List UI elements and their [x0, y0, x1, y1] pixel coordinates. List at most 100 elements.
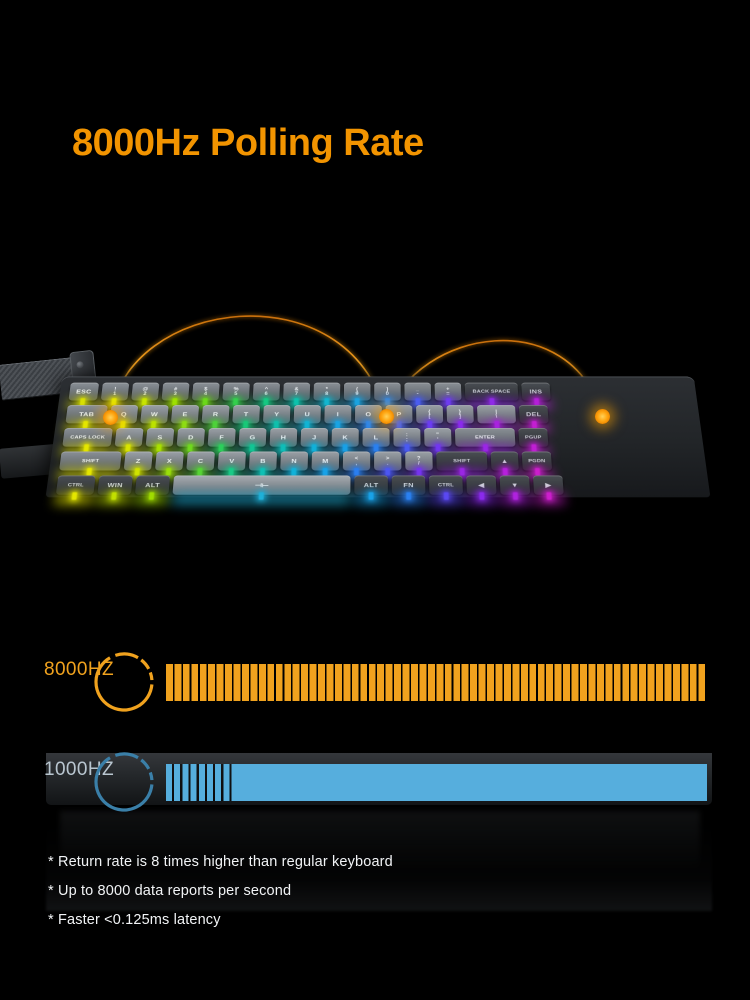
key-3[interactable]: #3: [160, 382, 190, 411]
key-underglow: [533, 492, 565, 506]
key-v[interactable]: V: [216, 451, 247, 482]
key-key[interactable]: <,: [342, 451, 371, 482]
key-esc[interactable]: ESC: [67, 382, 100, 411]
key-underglow: [133, 492, 169, 506]
key-i[interactable]: I: [324, 405, 352, 434]
key-tab[interactable]: TAB: [63, 405, 108, 434]
key-key[interactable]: | \: [476, 405, 517, 434]
feature-bullet-1: * Return rate is 8 times higher than reg…: [48, 854, 393, 870]
key-key[interactable]: ▼: [499, 475, 531, 506]
key-t[interactable]: T: [231, 405, 261, 434]
ring-gauge-1000hz: [94, 752, 154, 812]
key-c[interactable]: C: [185, 451, 215, 482]
key-underglow: [96, 492, 132, 506]
key-f[interactable]: F: [206, 428, 236, 458]
key-enter[interactable]: ENTER: [454, 428, 517, 458]
key-2[interactable]: @2: [130, 382, 160, 411]
key-k[interactable]: K: [331, 428, 359, 458]
key-z[interactable]: Z: [122, 451, 153, 482]
key-underglow: [500, 492, 531, 506]
key-o[interactable]: O: [354, 405, 382, 434]
key-l[interactable]: L: [362, 428, 390, 458]
key-shift[interactable]: SHIFT: [436, 451, 489, 482]
bar-1000hz: [166, 764, 707, 801]
keyboard-row-qwerty-row: TAB Q W E R T Y U I O P{[}] | \ DEL: [63, 405, 550, 434]
bar-8000hz: [166, 664, 707, 701]
key-q[interactable]: Q: [108, 405, 139, 434]
key-underglow: [429, 492, 464, 506]
key-ctrl[interactable]: CTRL: [428, 475, 464, 506]
key-j[interactable]: J: [300, 428, 329, 458]
key-x[interactable]: X: [153, 451, 184, 482]
key-4[interactable]: $4: [191, 382, 220, 411]
keyboard-row-function-number-row: ESC! 1 @2 #3 $4% 5 ^ 6 & 7 * 8(9) 0 _ - + = BACK SPACE INS: [67, 382, 552, 411]
key-key[interactable]: + =: [434, 382, 462, 411]
key-9[interactable]: (9: [343, 382, 371, 411]
key-1[interactable]: ! 1: [99, 382, 130, 411]
key-back-space[interactable]: BACK SPACE: [464, 382, 520, 411]
key-shift[interactable]: SHIFT: [57, 451, 122, 482]
key-key[interactable]: :;: [393, 428, 421, 458]
key-ins[interactable]: INS: [521, 382, 552, 411]
keyboard-row-shift-row: SHIFT Z X C V B N M <, >.? / SHIFT ▲ PGDN: [57, 451, 553, 482]
key-n[interactable]: N: [279, 451, 309, 482]
key-key[interactable]: ◀: [466, 475, 498, 506]
keyboard-row-bottom-row: CTRL WIN ALT ⟞⟝ ALT FN CTRL ◀ ▼ ▶: [54, 475, 565, 506]
keyboard-row-home-row: CAPS LOCK A S D F G H J K L:; " ' ENTER PGUP: [60, 428, 550, 458]
key-pgdn[interactable]: PGDN: [521, 451, 553, 482]
key-underglow: [391, 492, 426, 506]
key-d[interactable]: D: [175, 428, 206, 458]
keyboard-keys-plate: ESC! 1 @2 #3 $4% 5 ^ 6 & 7 * 8(9) 0 _ - + = BACK SPACE INS…: [42, 376, 714, 523]
key-key[interactable]: _ -: [404, 382, 432, 411]
key-u[interactable]: U: [293, 405, 321, 434]
key-8[interactable]: * 8: [313, 382, 341, 411]
key-alt[interactable]: ALT: [133, 475, 171, 506]
key-key[interactable]: }]: [446, 405, 475, 434]
key-h[interactable]: H: [269, 428, 298, 458]
key-g[interactable]: G: [237, 428, 267, 458]
key-fn[interactable]: FN: [391, 475, 426, 506]
key-0[interactable]: ) 0: [374, 382, 401, 411]
key-caps-lock[interactable]: CAPS LOCK: [60, 428, 113, 458]
key-del[interactable]: DEL: [518, 405, 550, 434]
key-p[interactable]: P: [385, 405, 413, 434]
feature-bullet-3: * Faster <0.125ms latency: [48, 912, 221, 928]
key-r[interactable]: R: [200, 405, 230, 434]
cable-screw-top: [76, 360, 84, 369]
feature-bullet-list: * Return rate is 8 times higher than reg…: [48, 848, 688, 935]
key-key[interactable]: ▶: [532, 475, 565, 506]
key-win[interactable]: WIN: [96, 475, 133, 506]
key-key[interactable]: >.: [374, 451, 402, 482]
key-e[interactable]: E: [169, 405, 200, 434]
key-key[interactable]: ▲: [490, 451, 520, 482]
rate-row-1000hz: 1000HZ: [0, 745, 750, 812]
page-title: 8000Hz Polling Rate: [72, 122, 424, 164]
key-underglow: [54, 492, 94, 506]
key-y[interactable]: Y: [262, 405, 291, 434]
key-m[interactable]: M: [311, 451, 340, 482]
key-key[interactable]: ? /: [405, 451, 434, 482]
key-ctrl[interactable]: CTRL: [54, 475, 96, 506]
key-6[interactable]: ^ 6: [252, 382, 281, 411]
key-underglow: [466, 492, 498, 506]
key-space[interactable]: ⟞⟝: [171, 475, 351, 506]
key-underglow: [171, 492, 351, 506]
bar-solid-segment: [231, 764, 707, 801]
key-7[interactable]: & 7: [282, 382, 311, 411]
feature-bullet-2: * Up to 8000 data reports per second: [48, 883, 292, 899]
key-5[interactable]: % 5: [221, 382, 250, 411]
key-b[interactable]: B: [248, 451, 278, 482]
key-s[interactable]: S: [144, 428, 175, 458]
keyboard-hero-image: ESC! 1 @2 #3 $4% 5 ^ 6 & 7 * 8(9) 0 _ - + = BACK SPACE INS…: [0, 255, 750, 911]
key-pgup[interactable]: PGUP: [518, 428, 550, 458]
key-w[interactable]: W: [139, 405, 169, 434]
key-a[interactable]: A: [113, 428, 144, 458]
key-alt[interactable]: ALT: [354, 475, 388, 506]
keyboard-reflection-keys: [60, 811, 700, 873]
key-key[interactable]: " ': [424, 428, 452, 458]
key-underglow: [354, 492, 388, 506]
ring-gauge-8000hz: [94, 652, 154, 712]
rate-row-8000hz: 8000HZ: [0, 645, 750, 712]
key-key[interactable]: {[: [416, 405, 444, 434]
